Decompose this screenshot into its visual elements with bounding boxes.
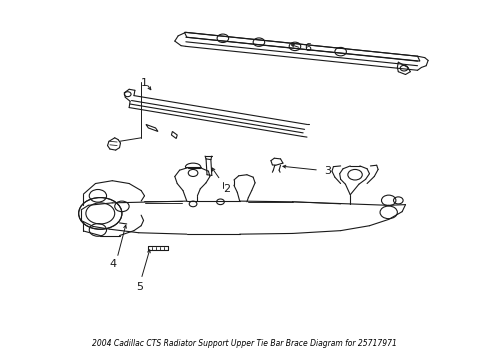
Text: 6: 6	[304, 43, 311, 53]
Text: 2004 Cadillac CTS Radiator Support Upper Tie Bar Brace Diagram for 25717971: 2004 Cadillac CTS Radiator Support Upper…	[92, 339, 396, 348]
Text: 5: 5	[136, 282, 143, 292]
Text: 3: 3	[323, 166, 330, 176]
Text: 1: 1	[141, 78, 148, 88]
Text: 2: 2	[223, 184, 229, 194]
Text: 4: 4	[110, 260, 117, 269]
